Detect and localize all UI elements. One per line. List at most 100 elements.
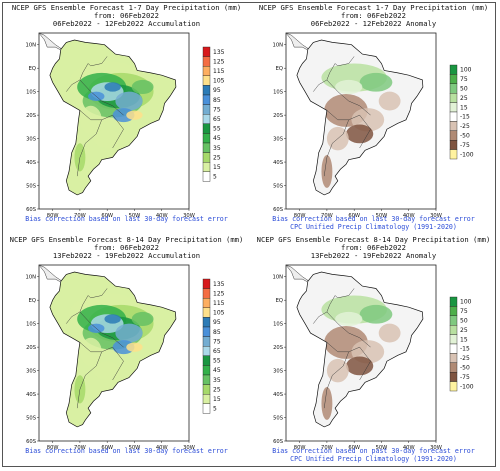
lat-label: 40S [26,392,36,398]
legend-label: 65 [213,348,221,355]
coastline [296,271,424,428]
lat-label: 50S [273,415,283,421]
legend-swatch [202,46,211,57]
legend-swatch [449,111,458,122]
panel-title-line3: 13Feb2022 - 19Feb2022 Anomaly [310,251,437,260]
legend-swatch [449,324,458,335]
lon-label: 70W [74,213,86,219]
legend-label: 35 [213,145,221,152]
legend-label: 95 [213,319,221,326]
legend-swatch [202,133,211,144]
legend-label: 105 [213,310,225,317]
country-border [326,79,371,116]
lon-label: 40W [403,213,415,219]
legend-swatch [449,64,458,75]
precip-blob [378,91,401,111]
legend-swatch [202,171,211,182]
legend-label: 15 [460,104,468,111]
legend-swatch [202,66,211,77]
panel-footer-line1: Bias correction based on last 30-day for… [272,215,475,223]
legend-swatch [202,278,211,289]
legend-swatch [202,142,211,153]
lon-label: 30W [430,445,442,451]
legend-label: 50 [460,318,468,325]
panel-title-line3: 06Feb2022 - 12Feb2022 Accumulation [52,19,201,28]
legend-label: -25 [460,123,470,130]
precip-blob [115,323,143,343]
country-border [326,342,371,381]
lat-label: 60S [26,207,36,213]
lat-label: 30S [26,368,36,374]
legend-label: -75 [460,142,470,149]
precip-blob [346,124,374,144]
legend-swatch [449,381,458,392]
legend-swatch [202,355,211,366]
country-border [79,110,124,149]
legend-label: 5 [213,174,217,181]
legend-swatch [202,75,211,86]
lat-label: 50S [26,183,36,189]
country-border [76,119,102,177]
lat-label: 10S [26,321,36,327]
country-border [334,56,355,67]
panel-week1-anomaly: NCEP GFS Ensemble Forecast 1-7 Day Preci… [250,3,497,235]
legend-label: 25 [460,327,468,334]
lat-label: 10N [26,43,37,49]
lon-label: 60W [101,445,113,451]
legend-label: 25 [460,95,468,102]
legend-swatch [449,296,458,307]
precip-map: 80W 70W 60W 50W 40W 30W 10N EQ 10S 20S 30S 40S 50S 60… [26,264,225,451]
panel-week2-accumulation: NCEP GFS Ensemble Forecast 8-14 Day Prec… [3,235,250,467]
panel-title-line2: from: 06Feb2022 [341,243,406,252]
panel-title-line1: NCEP GFS Ensemble Forecast 8-14 Day Prec… [256,235,491,244]
lon-label: 60W [348,445,360,451]
precip-map: 80W 70W 60W 50W 40W 30W 10N EQ 10S 20S 30S 40S 50S 60… [273,264,474,451]
panel-footer-line1: Bias correction based on past 30-day for… [272,447,475,455]
legend-label: -50 [460,133,470,140]
legend-label: 55 [213,126,221,133]
lat-label: 50S [273,183,283,189]
legend-swatch [202,345,211,356]
legend-swatch [449,343,458,354]
precip-blob [359,72,393,92]
lat-label: 10N [273,275,284,281]
lon-label: 70W [321,445,333,451]
country-border [334,288,355,299]
legend-swatch [449,149,458,160]
legend-label: 55 [213,358,221,365]
central-america-land [285,264,309,282]
lat-label: 20S [26,345,36,351]
lon-label: 50W [129,213,141,219]
panel-week2-anomaly: NCEP GFS Ensemble Forecast 8-14 Day Prec… [250,235,497,467]
legend-label: 25 [213,154,221,161]
legend-swatch [449,102,458,113]
legend-swatch [449,83,458,94]
legend-label: 95 [213,87,221,94]
legend-swatch [202,288,211,299]
legend-label: 105 [213,78,225,85]
panel-title-line3: 13Feb2022 - 19Feb2022 Accumulation [52,251,201,260]
precip-map: 80W 70W 60W 50W 40W 30W 10N EQ 10S 20S 30S 40S 50S 60… [26,32,225,219]
panel-footer-line2: CPC Unified Precip Climatology (1991-202… [290,223,457,231]
legend-swatch [202,161,211,172]
country-border [313,63,336,92]
country-border [87,288,108,299]
legend-label: 35 [213,377,221,384]
legend-label: 85 [213,329,221,336]
coastline [49,39,177,196]
lat-label: 40S [273,392,283,398]
legend-swatch [202,123,211,134]
legend-label: 15 [213,164,221,171]
panel-footer-line1: Bias correction based on last 30-day for… [25,215,228,223]
precip-blob [93,129,121,148]
country-border [87,56,108,67]
legend-swatch [449,92,458,103]
lat-label: 40S [26,160,36,166]
precip-blob [104,82,121,92]
lon-label: 70W [74,445,86,451]
panel-title-line2: from: 06Feb2022 [341,11,406,20]
country-border [79,79,124,116]
legend-swatch [449,121,458,132]
panel-title-line3: 06Feb2022 - 12Feb2022 Anomaly [310,19,437,28]
country-border [313,295,336,324]
